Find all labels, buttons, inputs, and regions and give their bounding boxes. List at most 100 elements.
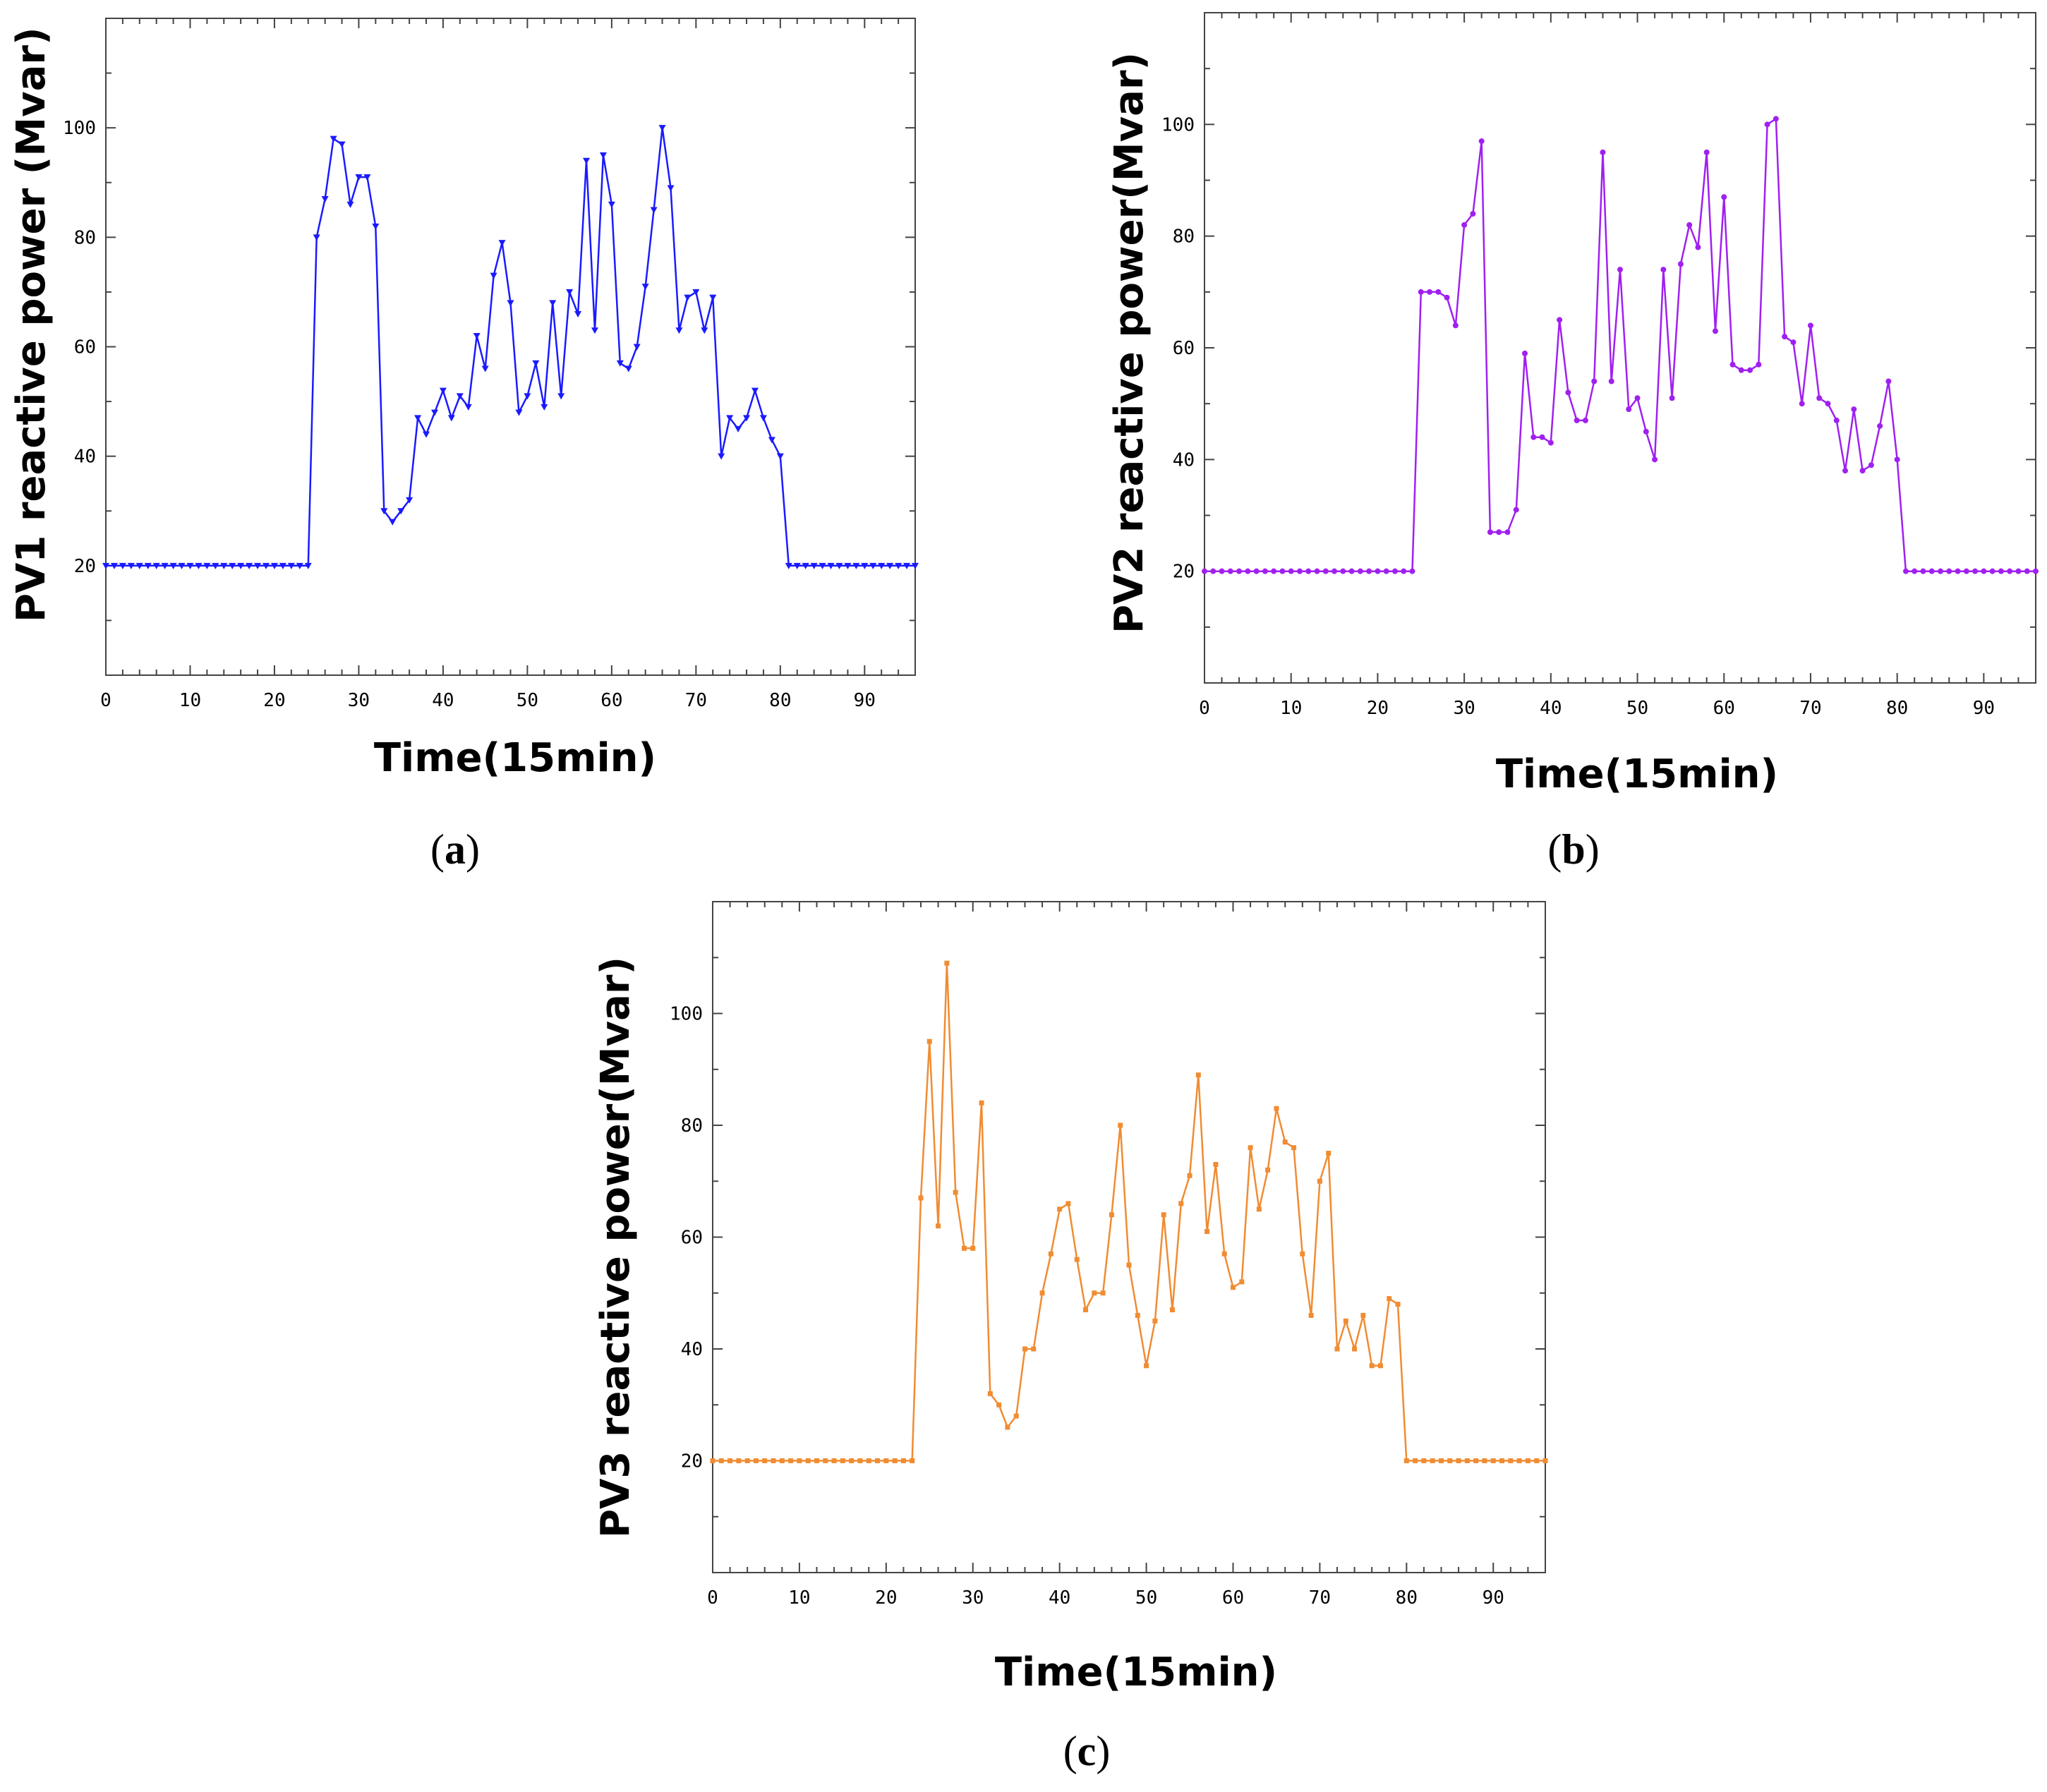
data-point: [743, 415, 751, 422]
data-point: [953, 1189, 958, 1195]
data-point: [1539, 434, 1545, 440]
data-point: [1352, 1346, 1358, 1352]
data-point: [1582, 417, 1588, 423]
data-point: [701, 327, 708, 334]
data-point: [1118, 1122, 1123, 1128]
data-point: [744, 1458, 750, 1463]
data-point: [835, 562, 843, 569]
data-point: [709, 294, 717, 301]
data-point: [970, 1245, 976, 1251]
data-point: [1409, 568, 1415, 574]
y-tick-label: 80: [1173, 226, 1195, 248]
data-point: [1790, 339, 1797, 346]
data-point: [1169, 1307, 1175, 1313]
data-point: [439, 387, 447, 394]
data-point: [726, 415, 734, 422]
data-point: [1782, 334, 1788, 340]
data-point: [583, 157, 591, 164]
data-point: [237, 562, 245, 569]
x-tick-label: 90: [1973, 698, 1995, 719]
data-point: [102, 562, 109, 569]
data-point: [1504, 529, 1511, 535]
data-point: [1496, 529, 1502, 535]
data-point: [1100, 1290, 1106, 1296]
x-tick-label: 50: [1626, 698, 1648, 719]
data-point: [1383, 568, 1389, 574]
data-point: [910, 1458, 915, 1463]
data-point: [1279, 568, 1286, 574]
data-point: [203, 562, 211, 569]
data-point: [557, 393, 565, 400]
data-point: [1928, 568, 1935, 574]
data-point: [1842, 468, 1849, 474]
data-point: [797, 1458, 802, 1463]
data-point: [346, 201, 354, 208]
data-point: [1478, 138, 1485, 145]
data-point: [574, 310, 582, 317]
data-point: [152, 562, 160, 569]
panel-label: (b): [1547, 826, 1600, 873]
data-point: [996, 1402, 1002, 1407]
data-point: [1317, 1178, 1322, 1184]
data-point: [1427, 289, 1433, 295]
data-point: [144, 562, 152, 569]
data-point: [1039, 1290, 1045, 1296]
data-point: [1305, 568, 1312, 574]
data-point: [1065, 1201, 1071, 1206]
data-point: [1357, 568, 1363, 574]
y-tick-label: 60: [1173, 338, 1195, 359]
data-point: [1634, 395, 1641, 401]
x-tick-label: 40: [1049, 1587, 1070, 1609]
data-point: [1626, 406, 1632, 413]
x-tick-label: 10: [1280, 698, 1302, 719]
data-point: [1902, 568, 1909, 574]
data-point: [1444, 294, 1450, 301]
data-point: [1332, 568, 1338, 574]
data-point: [599, 152, 607, 159]
data-point: [759, 415, 767, 422]
data-point: [1366, 568, 1372, 574]
data-point: [1885, 378, 1892, 385]
data-point: [944, 960, 950, 966]
data-point: [1231, 1285, 1236, 1290]
data-point: [1721, 194, 1727, 200]
data-point: [524, 393, 531, 400]
data-point: [1421, 1458, 1427, 1463]
panel-label: (c): [1063, 1728, 1111, 1774]
data-point: [1204, 1229, 1210, 1235]
data-point: [330, 135, 337, 143]
data-point: [1092, 1290, 1097, 1296]
data-point: [875, 1458, 881, 1463]
data-point: [886, 562, 894, 569]
data-point: [1499, 1458, 1505, 1463]
data-point: [1600, 149, 1606, 155]
data-point: [1413, 1458, 1418, 1463]
data-point: [831, 1458, 837, 1463]
data-point: [849, 1458, 855, 1463]
data-point: [430, 409, 438, 416]
data-point: [1868, 462, 1874, 468]
data-point: [566, 289, 574, 296]
data-point: [823, 1458, 828, 1463]
data-point: [1236, 568, 1243, 574]
data-point: [186, 562, 194, 569]
data-point: [736, 1458, 742, 1463]
data-point: [878, 562, 886, 569]
data-point: [1461, 222, 1468, 228]
data-point: [624, 365, 632, 373]
data-point: [1144, 1363, 1149, 1369]
x-axis-label: Time(15min): [373, 735, 657, 781]
data-point: [1525, 1458, 1530, 1463]
x-tick-label: 0: [707, 1587, 718, 1609]
data-point: [1109, 1212, 1114, 1218]
data-point: [1547, 440, 1554, 446]
data-point: [135, 562, 143, 569]
data-point: [1591, 378, 1598, 385]
data-point: [779, 1458, 785, 1463]
data-point: [844, 562, 852, 569]
data-point: [1256, 1206, 1262, 1212]
data-point: [1534, 1458, 1540, 1463]
data-point: [1288, 568, 1294, 574]
data-point: [658, 125, 666, 132]
data-point: [1608, 378, 1614, 385]
